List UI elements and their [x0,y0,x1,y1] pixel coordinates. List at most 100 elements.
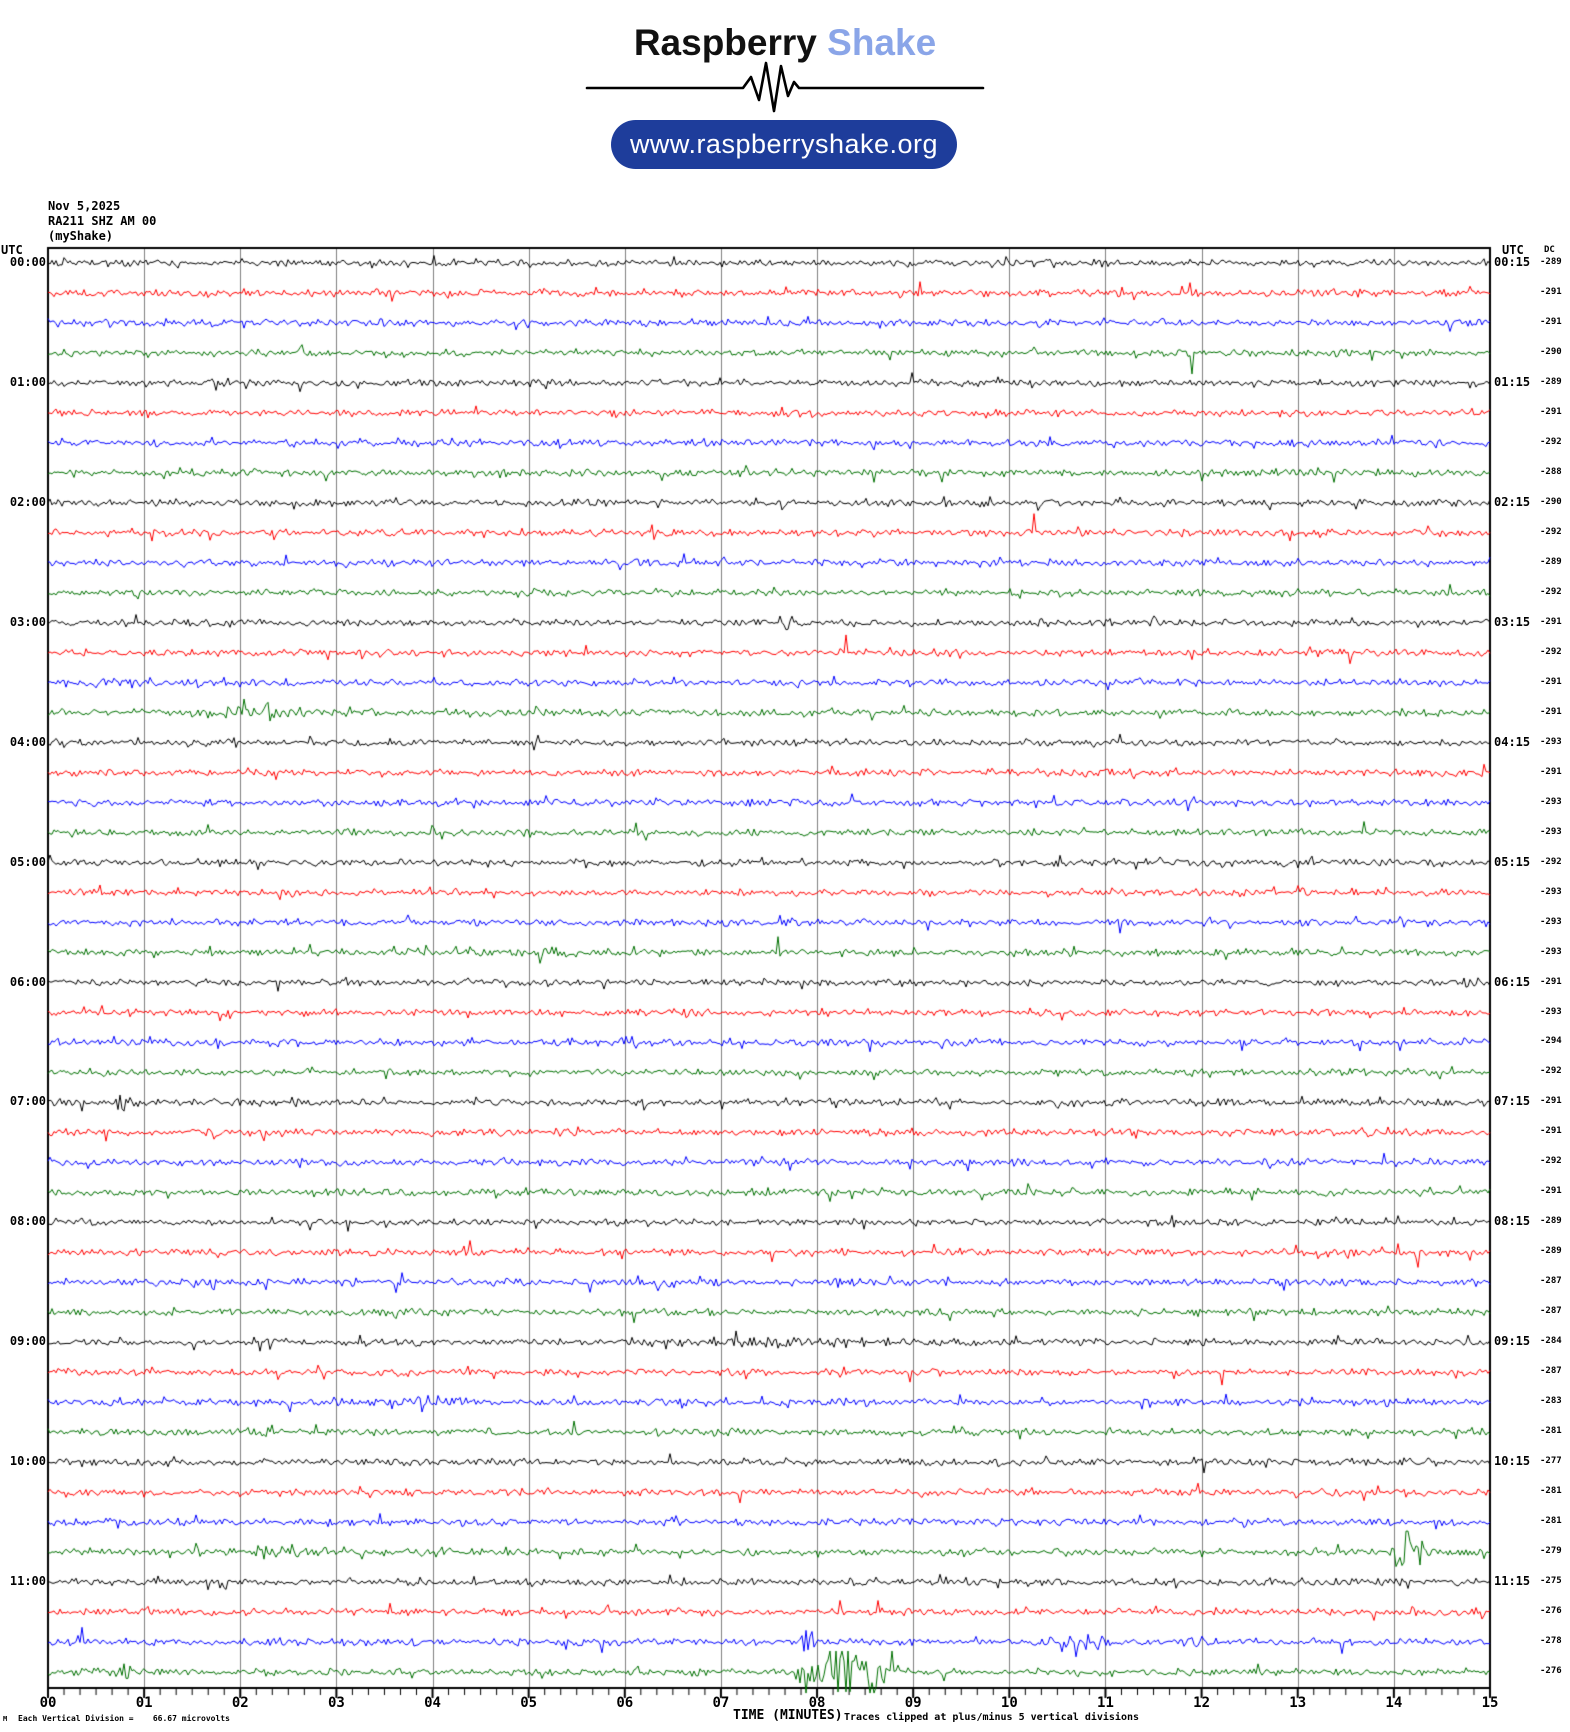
dc-value: -293 [1540,826,1562,837]
end-time-label: 05:15 [1494,854,1531,869]
hour-label: 00:00 [9,255,46,269]
dc-value: -281 [1540,1486,1562,1497]
end-time-label: 01:15 [1494,374,1531,389]
dc-value: -276 [1540,1606,1562,1617]
dc-value: -277 [1540,1456,1562,1467]
x-tick-label: 04 [424,1695,441,1711]
dc-value: -291 [1540,616,1562,627]
hour-label: 11:00 [9,1574,46,1589]
dc-value: -292 [1540,586,1562,597]
dc-value: -291 [1540,766,1562,777]
dc-value: -293 [1540,1006,1562,1017]
dc-value: -288 [1540,466,1562,477]
dc-value: -279 [1540,1546,1562,1557]
dc-value: -291 [1540,1186,1562,1197]
dc-value: -291 [1540,976,1562,987]
hour-label: 08:00 [9,1214,46,1229]
x-tick-label: 03 [327,1695,345,1711]
x-tick-label: 02 [231,1695,249,1711]
hour-label: 03:00 [9,614,46,629]
hour-label: 02:00 [9,494,46,509]
hour-label: 05:00 [9,854,46,869]
dc-value: -281 [1540,1426,1562,1437]
units-glyph: M [3,1715,8,1723]
hour-label: 06:00 [9,974,46,989]
dc-value: -291 [1540,316,1562,327]
division-note: Each Vertical Division = 66.67 microvolt… [18,1714,230,1723]
x-tick-label: 05 [520,1695,538,1711]
dc-value: -292 [1540,1066,1562,1077]
header-date: Nov 5,2025 [48,199,121,213]
x-tick-label: 06 [616,1695,634,1711]
x-tick-label: 10 [1000,1695,1018,1711]
dc-value: -291 [1540,1096,1562,1107]
dc-value: -290 [1540,346,1562,357]
end-time-label: 03:15 [1494,614,1531,629]
dc-value: -291 [1540,676,1562,687]
clip-note: Traces clipped at plus/minus 5 vertical … [844,1712,1140,1723]
brand-word-raspberry: Raspberry [633,22,817,63]
dc-value: -294 [1540,1036,1562,1047]
dc-value: -291 [1540,406,1562,417]
x-tick-label: 00 [39,1695,57,1711]
website-link[interactable]: www.raspberryshake.org [611,120,957,169]
dc-value: -292 [1540,436,1562,447]
hour-label: 09:00 [9,1334,46,1349]
end-time-label: 04:15 [1494,734,1531,749]
x-tick-label: 01 [135,1695,153,1711]
dc-value: -287 [1540,1276,1562,1287]
x-tick-label: 11 [1097,1695,1114,1711]
x-tick-label: 12 [1193,1695,1211,1711]
hour-label: 01:00 [9,374,46,389]
dc-value: -293 [1540,736,1562,747]
dc-value: -292 [1540,526,1562,537]
x-tick-label: 09 [904,1695,922,1711]
x-axis-title: TIME (MINUTES) [733,1708,843,1723]
dc-value: -292 [1540,1156,1562,1167]
end-time-label: 07:15 [1494,1094,1531,1109]
utc-header-right: UTC [1502,243,1524,257]
dc-value: -290 [1540,496,1562,507]
brand-title: Raspberry Shake [0,22,1570,64]
brand-word-shake: Shake [827,22,937,63]
end-time-label: 09:15 [1494,1334,1531,1349]
x-tick-label: 15 [1481,1695,1499,1711]
dc-column-header: DC [1544,245,1555,255]
dc-value: -289 [1540,556,1562,567]
end-time-label: 02:15 [1494,494,1531,509]
dc-value: -289 [1540,257,1562,267]
dc-value: -289 [1540,376,1562,387]
end-time-label: 08:15 [1494,1214,1531,1229]
dc-value: -275 [1540,1576,1562,1587]
dc-value: -293 [1540,946,1562,957]
dc-value: -291 [1540,286,1562,297]
hour-label: 04:00 [9,734,46,749]
header-network: (myShake) [48,229,114,243]
hour-label: 10:00 [9,1454,46,1469]
dc-value: -289 [1540,1216,1562,1227]
dc-value: -284 [1540,1336,1562,1347]
dc-value: -283 [1540,1396,1562,1407]
dc-value: -287 [1540,1306,1562,1317]
dc-value: -287 [1540,1366,1562,1377]
dc-value: -292 [1540,646,1562,657]
end-time-label: 00:15 [1494,255,1531,269]
dc-value: -291 [1540,1126,1562,1137]
dc-value: -293 [1540,916,1562,927]
dc-value: -291 [1540,706,1562,717]
x-tick-label: 07 [712,1695,730,1711]
x-tick-label: 08 [808,1695,826,1711]
x-tick-label: 13 [1289,1695,1307,1711]
dc-value: -281 [1540,1516,1562,1527]
header-station-id: RA211 SHZ AM 00 [48,214,157,228]
dc-value: -292 [1540,856,1562,867]
x-tick-label: 14 [1385,1695,1403,1711]
end-time-label: 11:15 [1494,1574,1531,1589]
dc-value: -276 [1540,1666,1562,1677]
dc-value: -293 [1540,886,1562,897]
waveform-icon [585,61,985,113]
station-header: Nov 5,2025 RA211 SHZ AM 00 (myShake) [48,199,156,244]
utc-header-left: UTC [1,243,23,257]
dc-value: -278 [1540,1636,1562,1647]
